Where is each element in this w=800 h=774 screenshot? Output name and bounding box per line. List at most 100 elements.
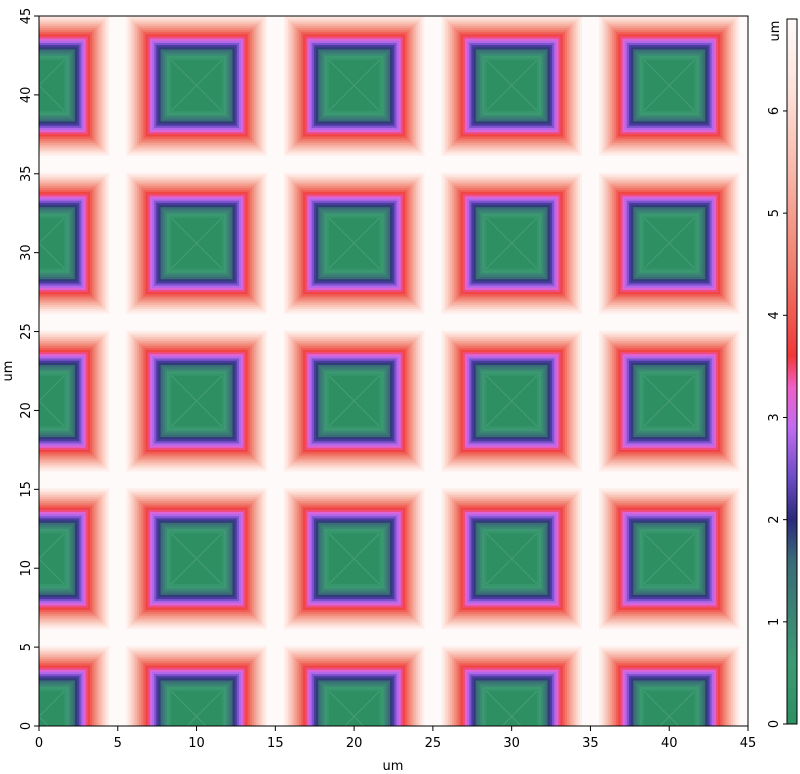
x-tick-label: 45: [740, 736, 757, 751]
x-tick-label: 35: [582, 736, 599, 751]
pit-contour: [39, 375, 65, 427]
pit-facet-edges: [170, 217, 223, 269]
pit-contour: [39, 691, 65, 726]
x-tick-label: 5: [114, 736, 122, 751]
pit-contour: [171, 375, 222, 427]
pyramid-pit: [39, 170, 112, 316]
pit-contour: [328, 218, 380, 269]
pit-facet-edges: [486, 690, 538, 726]
colorbar-tick-label: 4: [767, 311, 782, 319]
pit-contour: [486, 533, 537, 584]
x-tick-label: 40: [661, 736, 678, 751]
pit-facet-edges: [328, 690, 380, 726]
colorbar: 0 1 2 3 4 5 6 um: [767, 18, 798, 728]
pit-contour: [644, 691, 695, 726]
pit-facet-edges: [328, 375, 380, 427]
pit-facet-edges: [39, 217, 65, 269]
pyramid-pit: [439, 170, 585, 316]
y-tick-label: 0: [19, 722, 34, 730]
pit-facet-edges: [170, 690, 223, 726]
colorbar-tick-label: 1: [767, 618, 782, 626]
pit-contour: [328, 691, 380, 726]
pyramid-pit: [439, 16, 585, 158]
colorbar-ticks: 0 1 2 3 4 5 6: [767, 107, 787, 728]
pyramid-pit: [596, 644, 742, 726]
pyramid-pit: [281, 16, 427, 158]
pit-contour: [328, 375, 380, 427]
plot-frame: [38, 15, 749, 727]
pyramid-pit: [281, 486, 427, 632]
x-tick-label: 25: [425, 736, 442, 751]
pit-contour: [171, 533, 222, 584]
pit-facet-edges: [328, 59, 380, 112]
y-tick-label: 5: [19, 643, 34, 651]
x-tick-label: 30: [503, 736, 520, 751]
pyramid-pit: [124, 644, 270, 726]
pit-facet-edges: [328, 533, 380, 585]
colorbar-tick-label: 6: [767, 107, 782, 115]
colorbar-tick-label: 2: [767, 516, 782, 524]
colorbar-tick-label: 3: [767, 413, 782, 421]
pit-contour: [486, 691, 537, 726]
pit-contour: [486, 218, 537, 269]
pit-contour: [644, 218, 695, 269]
y-tick-label: 30: [19, 244, 34, 261]
pit-contour: [486, 60, 537, 111]
pit-contour: [171, 60, 222, 111]
pit-contour: [39, 218, 65, 269]
pit-facet-edges: [486, 59, 538, 112]
x-tick-label: 20: [346, 736, 363, 751]
pyramid-pit: [596, 328, 742, 474]
x-tick-label: 10: [188, 736, 205, 751]
pit-contour: [171, 691, 222, 726]
pit-facet-edges: [39, 533, 65, 585]
pit-facet-edges: [486, 375, 538, 427]
y-axis-label: um: [1, 361, 16, 382]
pyramid-pit: [439, 328, 585, 474]
pit-facet-edges: [39, 690, 65, 726]
y-axis: 0 5 10 15 20 25 30 35 40 45: [19, 8, 39, 730]
pyramid-pit: [39, 486, 112, 632]
pyramid-pit: [596, 16, 742, 158]
pit-facet-edges: [486, 217, 538, 269]
colorbar-label: um: [768, 21, 783, 42]
pit-facet-edges: [643, 217, 695, 269]
y-tick-label: 35: [19, 166, 34, 183]
pit-contour: [486, 375, 537, 427]
pit-facet-edges: [643, 690, 695, 726]
pyramid-pit: [124, 486, 270, 632]
y-tick-label: 15: [19, 481, 34, 498]
pit-facet-edges: [170, 59, 223, 112]
pit-contour: [39, 533, 65, 584]
pit-facet-edges: [170, 533, 223, 585]
pit-facet-edges: [39, 59, 65, 112]
pyramid-pit: [39, 16, 112, 158]
pyramid-pit: [39, 644, 112, 726]
pyramid-pit: [124, 328, 270, 474]
height-map-image: [39, 16, 748, 726]
y-tick-label: 45: [19, 8, 34, 25]
y-tick-label: 20: [19, 402, 34, 419]
pyramid-pit: [281, 644, 427, 726]
x-tick-label: 15: [267, 736, 284, 751]
pit-contour: [39, 60, 65, 111]
colorbar-gradient: [786, 18, 798, 725]
pit-facet-edges: [170, 375, 223, 427]
pit-facet-edges: [39, 375, 65, 427]
pyramid-pit: [281, 170, 427, 316]
pit-contour: [328, 60, 380, 111]
pyramid-pit: [439, 486, 585, 632]
x-axis: 0 5 10 15 20 25 30 35 40 45: [35, 726, 756, 751]
pit-contour: [171, 218, 222, 269]
pyramid-pit: [596, 170, 742, 316]
pyramid-pit: [39, 328, 112, 474]
x-tick-label: 0: [35, 736, 43, 751]
pit-facet-edges: [328, 217, 380, 269]
pyramid-pit: [281, 328, 427, 474]
pyramid-pit: [439, 644, 585, 726]
pit-facet-edges: [643, 59, 695, 112]
pit-contour: [328, 533, 380, 584]
pit-contour: [644, 375, 695, 427]
pit-contour: [644, 533, 695, 584]
